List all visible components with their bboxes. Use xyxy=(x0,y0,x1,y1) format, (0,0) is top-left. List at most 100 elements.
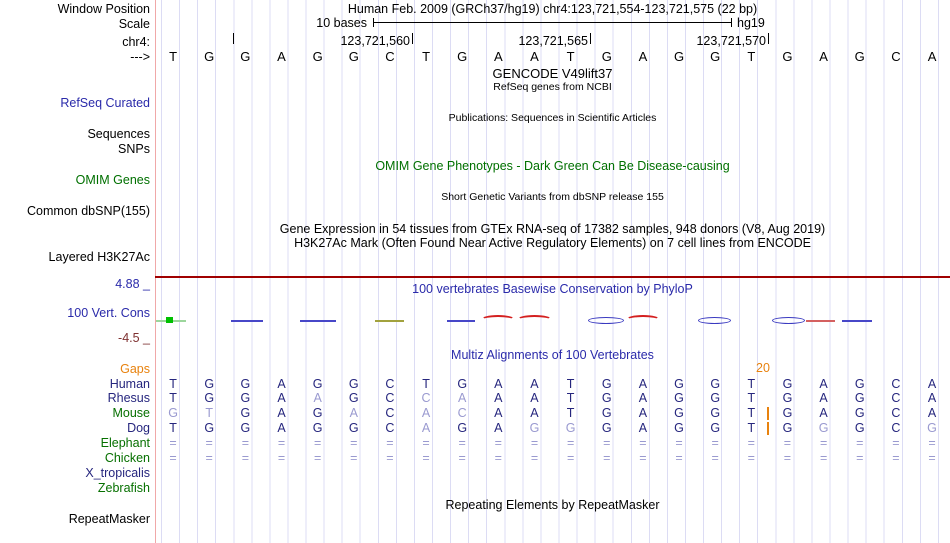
base-letter: C xyxy=(385,49,395,64)
aligned-base: G xyxy=(457,421,468,435)
track-title-gtex[interactable]: Gene Expression in 54 tissues from GTEx … xyxy=(279,222,826,236)
aligned-base: G xyxy=(710,421,721,435)
base-letter: G xyxy=(673,49,685,64)
aligned-base: = xyxy=(856,436,864,450)
track-label-vert-cons[interactable]: 100 Vert. Cons xyxy=(67,306,150,320)
track-subtitle-refseq[interactable]: RefSeq genes from NCBI xyxy=(493,81,612,93)
track-title-phylop[interactable]: 100 vertebrates Basewise Conservation by… xyxy=(412,282,693,296)
species-label-dog[interactable]: Dog xyxy=(127,421,150,435)
base-letter: G xyxy=(348,49,359,64)
aligned-base: G xyxy=(348,377,359,391)
aligned-base: G xyxy=(204,391,215,405)
track-label-refseq-curated[interactable]: RefSeq Curated xyxy=(60,96,150,110)
aligned-base: G xyxy=(782,377,793,391)
aligned-base: = xyxy=(241,436,249,450)
aligned-base: A xyxy=(530,406,539,420)
scale-bases-text: 10 bases xyxy=(316,16,367,30)
aligned-base: = xyxy=(892,451,900,465)
species-label-zebrafish[interactable]: Zebrafish xyxy=(97,481,150,495)
species-label-chicken[interactable]: Chicken xyxy=(104,451,150,465)
track-label-sequences[interactable]: Sequences xyxy=(87,127,150,141)
aligned-base: G xyxy=(854,391,865,405)
track-title-dbsnp[interactable]: Short Genetic Variants from dbSNP releas… xyxy=(441,191,664,203)
track-title-gencode[interactable]: GENCODE V49lift37 xyxy=(492,66,613,81)
aligned-base: A xyxy=(819,391,828,405)
aligned-base: = xyxy=(458,451,466,465)
aligned-base: = xyxy=(530,451,539,465)
aligned-base: = xyxy=(675,436,683,450)
aligned-base: G xyxy=(854,421,865,435)
aligned-base: G xyxy=(710,377,721,391)
ruler-tick xyxy=(590,33,591,44)
aligned-base: G xyxy=(565,421,576,435)
scale-bar xyxy=(373,18,732,27)
aligned-base: = xyxy=(711,451,719,465)
species-label-rhesus[interactable]: Rhesus xyxy=(107,391,150,405)
base-letter: T xyxy=(566,49,575,64)
ruler-tick xyxy=(233,33,234,44)
track-title-publications[interactable]: Publications: Sequences in Scientific Ar… xyxy=(448,112,657,124)
aligned-base: G xyxy=(240,377,251,391)
alignment-row-elephant: = = = = = = = = = = = = = = = = = = = = = = xyxy=(155,436,950,450)
strand-arrow-label[interactable]: ---> xyxy=(130,50,150,64)
aligned-base: G xyxy=(601,391,612,405)
aligned-base: A xyxy=(421,421,431,435)
aligned-base: A xyxy=(638,391,648,405)
aligned-base: = xyxy=(603,451,611,465)
aligned-base: G xyxy=(782,406,793,420)
aligned-base: A xyxy=(819,406,828,420)
aligned-base: A xyxy=(927,406,937,420)
species-label-elephant[interactable]: Elephant xyxy=(100,436,150,450)
aligned-base: G xyxy=(782,391,793,405)
aligned-base: T xyxy=(566,377,575,391)
base-letter: G xyxy=(457,49,468,64)
aligned-base: A xyxy=(277,391,286,405)
base-letter: C xyxy=(891,49,901,64)
aligned-base: G xyxy=(348,421,359,435)
phylop-segment-arc xyxy=(517,315,552,324)
track-title-repeatmasker[interactable]: Repeating Elements by RepeatMasker xyxy=(445,498,660,512)
base-grid xyxy=(155,0,950,543)
aligned-base: = xyxy=(928,436,936,450)
aligned-base: G xyxy=(674,421,684,435)
aligned-base: A xyxy=(494,406,503,420)
aligned-base: A xyxy=(819,377,828,391)
track-label-repeatmasker[interactable]: RepeatMasker xyxy=(68,512,150,526)
phylop-segment-lens xyxy=(588,317,624,324)
aligned-base: G xyxy=(312,377,323,391)
chrom-label: chr4: xyxy=(122,35,150,49)
base-letter: G xyxy=(710,49,721,64)
aligned-base: T xyxy=(747,377,756,391)
species-label-mouse[interactable]: Mouse xyxy=(112,406,150,420)
conservation-max-value: 4.88 _ xyxy=(115,277,150,291)
aligned-base: = xyxy=(169,451,177,465)
h3k27ac-baseline xyxy=(155,276,950,278)
phylop-segment-lens xyxy=(698,317,731,324)
aligned-base: A xyxy=(421,406,431,420)
aligned-base: G xyxy=(168,406,178,420)
species-label-human[interactable]: Human xyxy=(109,377,150,391)
aligned-base: G xyxy=(312,406,323,420)
aligned-base: = xyxy=(422,451,430,465)
aligned-base: = xyxy=(566,436,575,450)
track-label-layered-h3k27ac[interactable]: Layered H3K27Ac xyxy=(48,250,150,264)
aligned-base: = xyxy=(350,436,358,450)
base-letter: A xyxy=(819,49,828,64)
track-title-h3k27ac[interactable]: H3K27Ac Mark (Often Found Near Active Re… xyxy=(294,236,811,250)
species-label-x_tropicalis[interactable]: X_tropicalis xyxy=(85,466,150,480)
track-label-common-dbsnp[interactable]: Common dbSNP(155) xyxy=(27,204,150,218)
aligned-base: A xyxy=(494,391,503,405)
aligned-base: = xyxy=(350,451,358,465)
track-title-multiz[interactable]: Multiz Alignments of 100 Vertebrates xyxy=(451,348,654,362)
aligned-base: G xyxy=(601,377,612,391)
track-label-omim-genes[interactable]: OMIM Genes xyxy=(75,173,150,187)
aligned-base: = xyxy=(819,451,828,465)
track-title-omim-phenotypes[interactable]: OMIM Gene Phenotypes - Dark Green Can Be… xyxy=(375,159,730,173)
multiz-gaps-label[interactable]: Gaps xyxy=(120,362,150,376)
track-label-snps[interactable]: SNPs xyxy=(118,142,150,156)
base-letter: G xyxy=(782,49,793,64)
aligned-base: = xyxy=(494,436,502,450)
